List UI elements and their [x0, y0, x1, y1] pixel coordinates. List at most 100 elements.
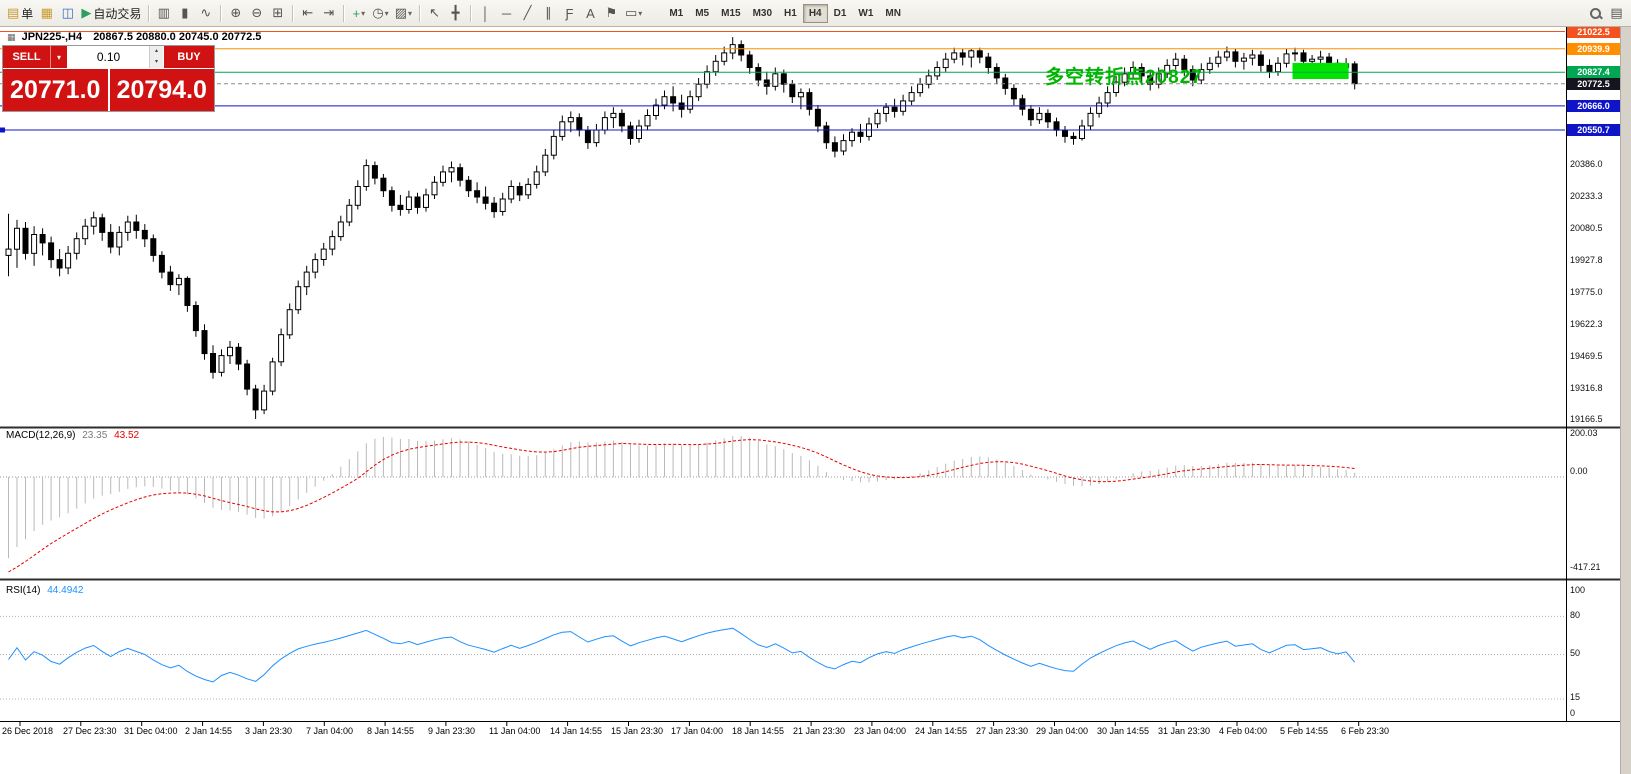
macd-signal-value: 43.52: [114, 430, 140, 441]
search-button[interactable]: [1585, 3, 1606, 24]
clock-icon: ◷: [372, 5, 384, 20]
chart-ohlc: 20867.5 20880.0 20745.0 20772.5: [93, 31, 262, 43]
autotrade-icon: ▶: [81, 5, 92, 20]
line-chart-button[interactable]: ∿: [195, 3, 216, 24]
chart-icon: ▦: [7, 32, 16, 42]
timeframe-button-W1[interactable]: W1: [852, 4, 879, 23]
macd-main-value: 23.35: [82, 430, 108, 441]
timeframe-button-M15[interactable]: M15: [715, 4, 746, 23]
chart-shift-icon: ⇥: [323, 5, 335, 20]
zoom-out-icon: ⊖: [251, 5, 263, 20]
toolbar-separator: [220, 4, 222, 22]
one-click-trading-panel: SELL ▾ ▴ ▾ BUY 20771 .0 20794 .0: [2, 45, 215, 112]
auto-scroll-button[interactable]: ⇤: [297, 3, 318, 24]
buy-price[interactable]: 20794 .0: [109, 69, 214, 111]
macd-name: MACD(12,26,9): [6, 430, 76, 441]
toolbar-separator: [470, 4, 471, 22]
volume-input[interactable]: [68, 46, 149, 68]
new-order-button[interactable]: ▤ 单: [4, 3, 36, 24]
trade-panel-prices: 20771 .0 20794 .0: [3, 69, 214, 111]
chevron-down-icon: ▾: [384, 8, 389, 18]
sell-price-frac: .0: [79, 75, 101, 104]
add-indicator-icon: +: [352, 5, 361, 21]
sell-price[interactable]: 20771 .0: [3, 69, 110, 111]
templates-button[interactable]: ▨ ▾: [392, 3, 415, 24]
line-chart-icon: ∿: [200, 5, 212, 20]
profiles-button[interactable]: ◫: [57, 3, 78, 24]
channel-button[interactable]: ∥: [538, 3, 559, 24]
volume-up-button[interactable]: ▴: [150, 46, 163, 57]
timeframe-button-D1[interactable]: D1: [828, 4, 853, 23]
candlestick-chart-icon: ▮: [181, 5, 189, 20]
toolbar: ▤ 单 ▦ ◫ ▶ 自动交易 ▥ ▮ ∿ ⊕ ⊖ ⊞ ⇤ ⇥ + ▾ ◷ ▾ ▨ ▾ …: [0, 0, 1631, 27]
auto-scroll-icon: ⇤: [302, 5, 314, 20]
chevron-down-icon: ▾: [638, 8, 643, 18]
bar-chart-icon: ▥: [157, 5, 170, 20]
trendline-button[interactable]: ╱: [517, 3, 538, 24]
volume-field: ▴ ▾: [68, 46, 164, 68]
toolbar-separator: [419, 4, 420, 22]
chart-shift-button[interactable]: ⇥: [318, 3, 339, 24]
channel-icon: ∥: [545, 5, 552, 20]
chevron-down-icon: ▾: [361, 8, 366, 18]
macd-label: MACD(12,26,9) 23.35 43.52: [6, 430, 143, 441]
tile-windows-icon: ⊞: [272, 5, 284, 20]
sell-dropdown-button[interactable]: ▾: [51, 46, 69, 68]
candlestick-chart-button[interactable]: ▮: [174, 3, 195, 24]
chart-windows-icon: ▦: [40, 5, 53, 20]
fibonacci-button[interactable]: Ƒ: [559, 3, 580, 24]
chart-annotation-text: 多空转折点20827: [1045, 67, 1203, 88]
sell-price-main: 20771: [10, 75, 80, 104]
horizontal-line-icon: ─: [501, 5, 512, 21]
volume-down-button[interactable]: ▾: [150, 57, 163, 68]
zoom-out-button[interactable]: ⊖: [246, 3, 267, 24]
new-order-label: 单: [21, 6, 34, 21]
chart-windows-button[interactable]: ▦: [36, 3, 57, 24]
text-icon: A: [586, 5, 595, 21]
timeframe-button-MN[interactable]: MN: [879, 4, 907, 23]
buy-button[interactable]: BUY: [164, 46, 214, 68]
timeframe-button-H4[interactable]: H4: [802, 3, 828, 23]
toolbar-separator: [148, 4, 150, 22]
chart-area[interactable]: [0, 27, 1631, 774]
search-icon: [1588, 6, 1603, 21]
trendline-icon: ╱: [523, 5, 532, 20]
cursor-icon: ↖: [429, 5, 440, 20]
autotrade-button[interactable]: ▶ 自动交易: [78, 3, 144, 24]
timeframe-button-H1[interactable]: H1: [778, 4, 803, 23]
trade-panel-controls: SELL ▾ ▴ ▾ BUY: [3, 46, 214, 69]
sell-button[interactable]: SELL: [3, 46, 51, 68]
toolbar-separator: [343, 4, 345, 22]
rsi-name: RSI(14): [6, 585, 41, 596]
horizontal-line-button[interactable]: ─: [496, 3, 517, 24]
timeframe-button-M5[interactable]: M5: [689, 4, 715, 23]
text-button[interactable]: A: [580, 3, 601, 24]
template-icon: ▨: [394, 5, 407, 20]
bar-chart-button[interactable]: ▥: [153, 3, 174, 24]
shapes-button[interactable]: ▭ ▾: [622, 3, 645, 24]
autotrade-label: 自动交易: [93, 6, 142, 21]
new-order-icon: ▤: [7, 5, 20, 20]
data-window-icon: ▤: [1610, 5, 1623, 20]
toolbar-separator: [292, 4, 294, 22]
periods-button[interactable]: ◷ ▾: [369, 3, 391, 24]
timeframe-button-M1[interactable]: M1: [663, 4, 689, 23]
fibonacci-icon: Ƒ: [565, 5, 574, 21]
vertical-line-button[interactable]: │: [475, 3, 496, 24]
data-window-button[interactable]: ▤: [1606, 3, 1627, 24]
zoom-in-button[interactable]: ⊕: [225, 3, 246, 24]
indicators-button[interactable]: + ▾: [348, 3, 369, 24]
shapes-icon: ▭: [625, 5, 638, 20]
buy-price-main: 20794: [116, 75, 187, 104]
crosshair-button[interactable]: ╋: [445, 3, 466, 24]
vertical-scrollbar[interactable]: [1620, 27, 1631, 774]
rsi-label: RSI(14) 44.4942: [6, 585, 87, 596]
cursor-button[interactable]: ↖: [424, 3, 445, 24]
tile-windows-button[interactable]: ⊞: [267, 3, 288, 24]
profiles-icon: ◫: [61, 5, 74, 20]
vertical-line-icon: │: [481, 5, 490, 21]
buy-price-frac: .0: [186, 75, 207, 104]
text-label-button[interactable]: ⚑: [601, 3, 622, 24]
timeframe-button-M30[interactable]: M30: [747, 4, 778, 23]
